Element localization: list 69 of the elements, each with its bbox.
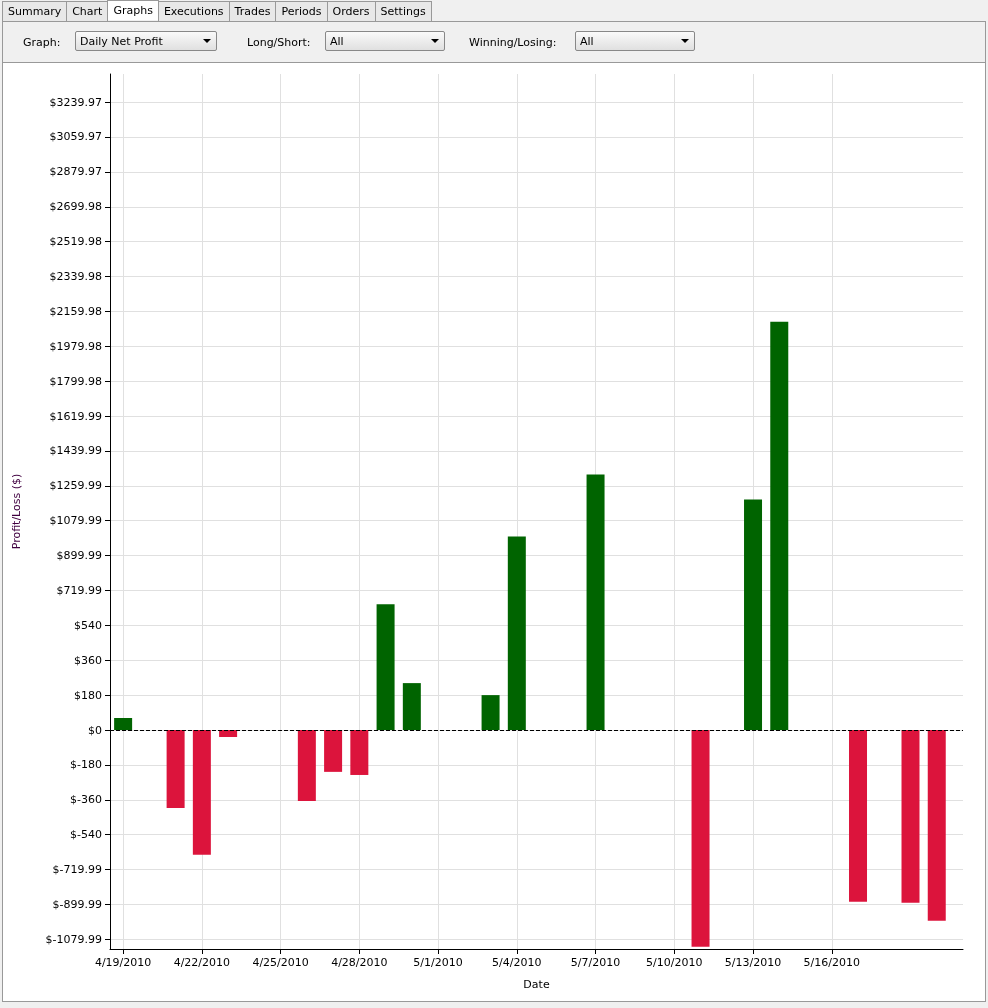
x-axis-title: Date — [523, 978, 550, 991]
tab: Settings — [374, 1, 432, 21]
bar — [744, 499, 763, 731]
y-tick-label: $0 — [88, 723, 102, 737]
y-tick-label: $3059.97 — [49, 130, 102, 144]
y-tick-label: $1979.98 — [49, 339, 102, 353]
y-tick-label: $2519.98 — [49, 235, 102, 249]
x-tick-label: 5/13/2010 — [724, 956, 782, 969]
y-tick-label: $1439.99 — [49, 444, 102, 458]
text: Long/Short: — [247, 36, 311, 49]
bar — [507, 536, 526, 731]
y-tick-label: $540 — [74, 618, 102, 632]
x-tick-label: 5/1/2010 — [413, 956, 463, 969]
y-tick-label: $-719.99 — [52, 863, 102, 877]
text: Graph: — [23, 36, 61, 49]
bar — [927, 730, 946, 921]
tab: Executions — [157, 1, 230, 21]
dropdown: All — [325, 31, 445, 51]
x-tick-label: 4/28/2010 — [331, 956, 388, 969]
tab: Summary — [2, 1, 68, 21]
bar — [770, 321, 789, 731]
y-tick-label: $-180 — [70, 758, 102, 772]
dropdown: Daily Net Profit — [75, 31, 217, 51]
y-tick-label: $1259.99 — [49, 479, 102, 493]
bar — [481, 695, 500, 731]
x-tick-label: 5/4/2010 — [492, 956, 542, 969]
y-tick-label: $-899.99 — [52, 897, 102, 911]
bar — [586, 474, 605, 731]
x-tick-label: 4/25/2010 — [252, 956, 309, 969]
bar — [376, 604, 395, 731]
tab: Chart — [66, 1, 109, 21]
y-tick-label: $899.99 — [56, 549, 102, 563]
y-tick-label: $-1079.99 — [45, 932, 102, 946]
y-tick-label: $2879.97 — [49, 165, 102, 179]
y-tick-label: $1799.98 — [49, 374, 102, 388]
y-tick-label: $2699.98 — [49, 200, 102, 214]
y-tick-label: $2339.98 — [49, 270, 102, 284]
bar — [219, 730, 238, 737]
x-tick-label: 5/10/2010 — [646, 956, 703, 969]
y-tick-label: $2159.98 — [49, 304, 102, 318]
bar — [901, 730, 920, 903]
y-tick-label: $360 — [74, 653, 102, 667]
x-tick-label: 4/22/2010 — [173, 956, 231, 969]
dropdown: All — [575, 31, 695, 51]
bar — [166, 730, 185, 808]
y-tick-label: $3239.97 — [49, 95, 102, 109]
y-tick-label: $-360 — [70, 793, 102, 807]
bar — [691, 730, 710, 947]
bar — [192, 730, 211, 855]
tab: Orders — [326, 1, 376, 21]
y-tick-label: $1619.99 — [49, 409, 102, 423]
bar — [114, 717, 133, 731]
tab: Trades — [228, 1, 277, 21]
x-tick-label: 4/19/2010 — [94, 956, 152, 969]
bar — [350, 730, 369, 775]
bar — [402, 683, 421, 731]
y-tick-label: $180 — [74, 688, 102, 702]
text: Winning/Losing: — [469, 36, 557, 49]
bar — [849, 730, 868, 902]
y-axis-title: Profit/Loss ($) — [10, 473, 23, 550]
y-tick-label: $1079.99 — [49, 514, 102, 528]
tab: Graphs — [107, 0, 159, 20]
x-tick-label: 5/7/2010 — [570, 956, 621, 969]
bar — [324, 730, 343, 772]
tab: Periods — [275, 1, 328, 21]
x-tick-label: 5/16/2010 — [803, 956, 860, 969]
bar — [297, 730, 316, 801]
y-tick-label: $719.99 — [56, 583, 102, 597]
y-tick-label: $-540 — [70, 828, 102, 842]
